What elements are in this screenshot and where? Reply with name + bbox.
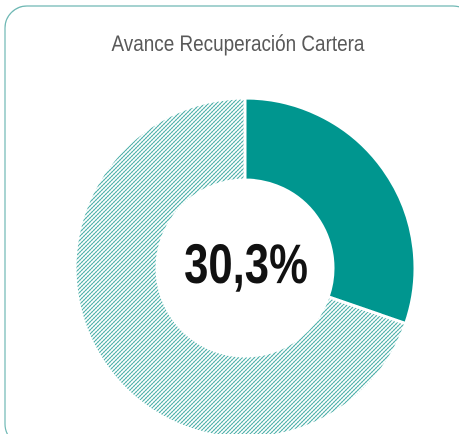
center-label: 30,3% bbox=[184, 233, 308, 295]
donut-segment bbox=[73, 96, 408, 434]
card-border bbox=[4, 5, 459, 434]
donut-segment bbox=[243, 96, 417, 326]
donut bbox=[73, 96, 417, 434]
chart-title: Avance Recuperación Cartera bbox=[112, 32, 365, 57]
